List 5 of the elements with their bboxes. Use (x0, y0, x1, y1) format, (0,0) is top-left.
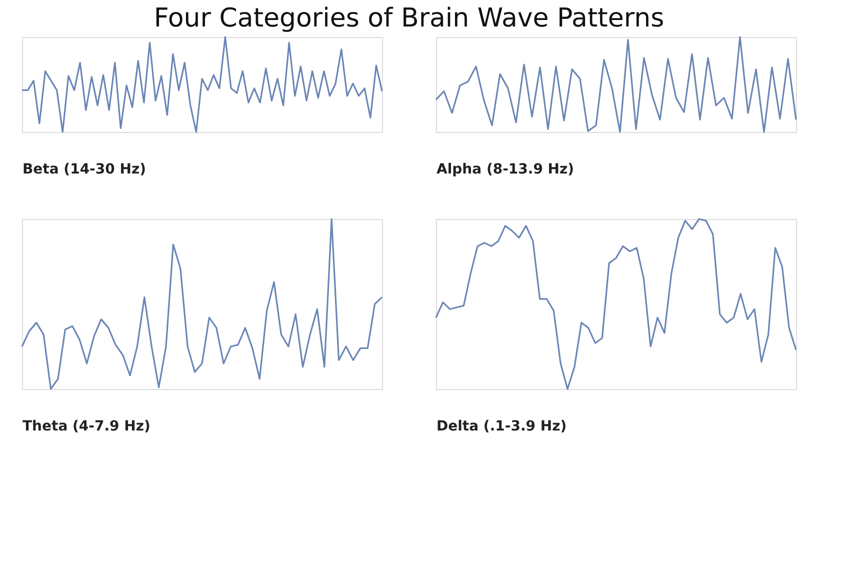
chart-title: Four Categories of Brain Wave Patterns (154, 4, 664, 34)
x-axis-title: Alpha (8-13.9 Hz) (436, 162, 574, 178)
x-axis-title: Theta (4-7.9 Hz) (22, 418, 150, 434)
x-axis-title: Delta (.1-3.9 Hz) (436, 418, 567, 434)
x-axis-title: Beta (14-30 Hz) (22, 162, 146, 178)
